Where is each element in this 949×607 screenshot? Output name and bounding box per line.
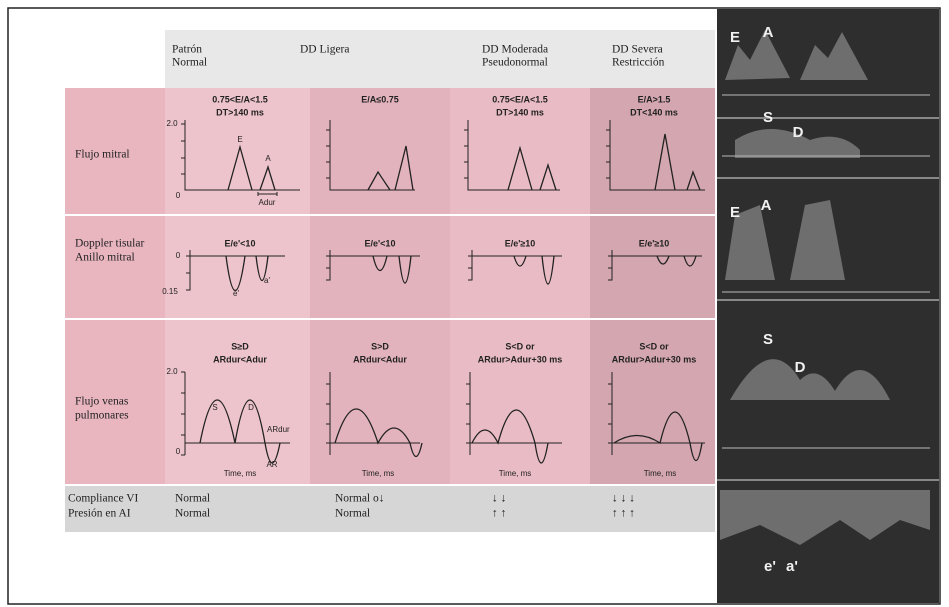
criteria: E/e'<10 (365, 238, 396, 248)
x-axis-label: Time, ms (224, 469, 257, 478)
echo-label: D (795, 359, 806, 376)
row-label: Doppler tisular (75, 238, 144, 250)
criteria: DT<140 ms (630, 107, 678, 117)
row-label: Anillo mitral (75, 252, 135, 264)
x-axis-label: Time, ms (362, 469, 395, 478)
cell: ↓ ↓ (492, 493, 506, 505)
cell: ↓ ↓ ↓ (612, 493, 635, 505)
figure: PatrónNormalDD LigeraDD ModeradaPseudono… (0, 0, 949, 607)
wave-label: S (212, 403, 217, 412)
echo-label: E (730, 204, 740, 221)
wave-label: D (248, 403, 254, 412)
echo-label: a' (786, 558, 798, 575)
axis-label: 2.0 (166, 119, 178, 128)
echo-images (717, 9, 939, 603)
x-axis-label: Time, ms (499, 469, 532, 478)
axis-label: 0 (176, 447, 181, 456)
criteria: S≥D (231, 341, 249, 351)
echo-label: E (730, 29, 740, 46)
row-label: Compliance VI (68, 493, 139, 505)
column-header: Normal (172, 57, 207, 69)
criteria: 0.75<E/A<1.5 (212, 94, 268, 104)
criteria: E/e'≥10 (505, 238, 536, 248)
column-header: Pseudonormal (482, 57, 548, 69)
peak-label: E (237, 135, 242, 144)
wave-label: a' (264, 276, 270, 285)
axis-label: 2.0 (166, 367, 178, 376)
axis-label: 0 (176, 251, 181, 260)
criteria: S<D or (639, 341, 669, 351)
cell: Normal (335, 508, 370, 520)
criteria: DT>140 ms (216, 107, 264, 117)
criteria: ARdur>Adur+30 ms (612, 354, 697, 364)
echo-label: A (761, 197, 772, 214)
echo-label: e' (764, 558, 776, 575)
echo-label: S (763, 331, 773, 348)
column-header: Patrón (172, 44, 202, 56)
row-label: Presión en AI (68, 508, 131, 520)
criteria: E/A>1.5 (638, 94, 671, 104)
peak-label: A (265, 154, 271, 163)
column-header: DD Ligera (300, 44, 350, 56)
criteria: ARdur<Adur (353, 354, 407, 364)
row-label: pulmonares (75, 410, 129, 422)
criteria: E/A≤0.75 (361, 94, 398, 104)
column-header: Restricción (612, 57, 665, 69)
x-axis-label: Time, ms (644, 469, 677, 478)
criteria: E/e'≥10 (639, 238, 670, 248)
row-backgrounds (65, 88, 715, 532)
column-header: DD Moderada (482, 44, 548, 56)
cell: Normal (175, 493, 210, 505)
criteria: DT>140 ms (496, 107, 544, 117)
cell: Normal (175, 508, 210, 520)
wave-label: ARdur (267, 425, 290, 434)
criteria: S<D or (505, 341, 535, 351)
wave-label: e' (233, 289, 239, 298)
cell: Normal o↓ (335, 493, 385, 505)
page: {"header": {"columns": [["Patrón", "Norm… (0, 0, 949, 607)
criteria: E/e'<10 (225, 238, 256, 248)
criteria: ARdur>Adur+30 ms (478, 354, 563, 364)
axis-label: 0.15 (162, 287, 178, 296)
duration-label: Adur (259, 198, 276, 207)
cell: ↑ ↑ ↑ (612, 508, 635, 520)
cell: ↑ ↑ (492, 508, 506, 520)
echo-label: D (793, 124, 804, 141)
criteria: 0.75<E/A<1.5 (492, 94, 548, 104)
wave-label: AR (266, 460, 277, 469)
axis-label: 0 (176, 191, 181, 200)
row-label: Flujo venas (75, 396, 129, 408)
echo-label: A (763, 24, 774, 41)
column-header: DD Severa (612, 44, 663, 56)
criteria: ARdur<Adur (213, 354, 267, 364)
echo-label: S (763, 109, 773, 126)
criteria: S>D (371, 341, 389, 351)
row-label: Flujo mitral (75, 149, 130, 161)
